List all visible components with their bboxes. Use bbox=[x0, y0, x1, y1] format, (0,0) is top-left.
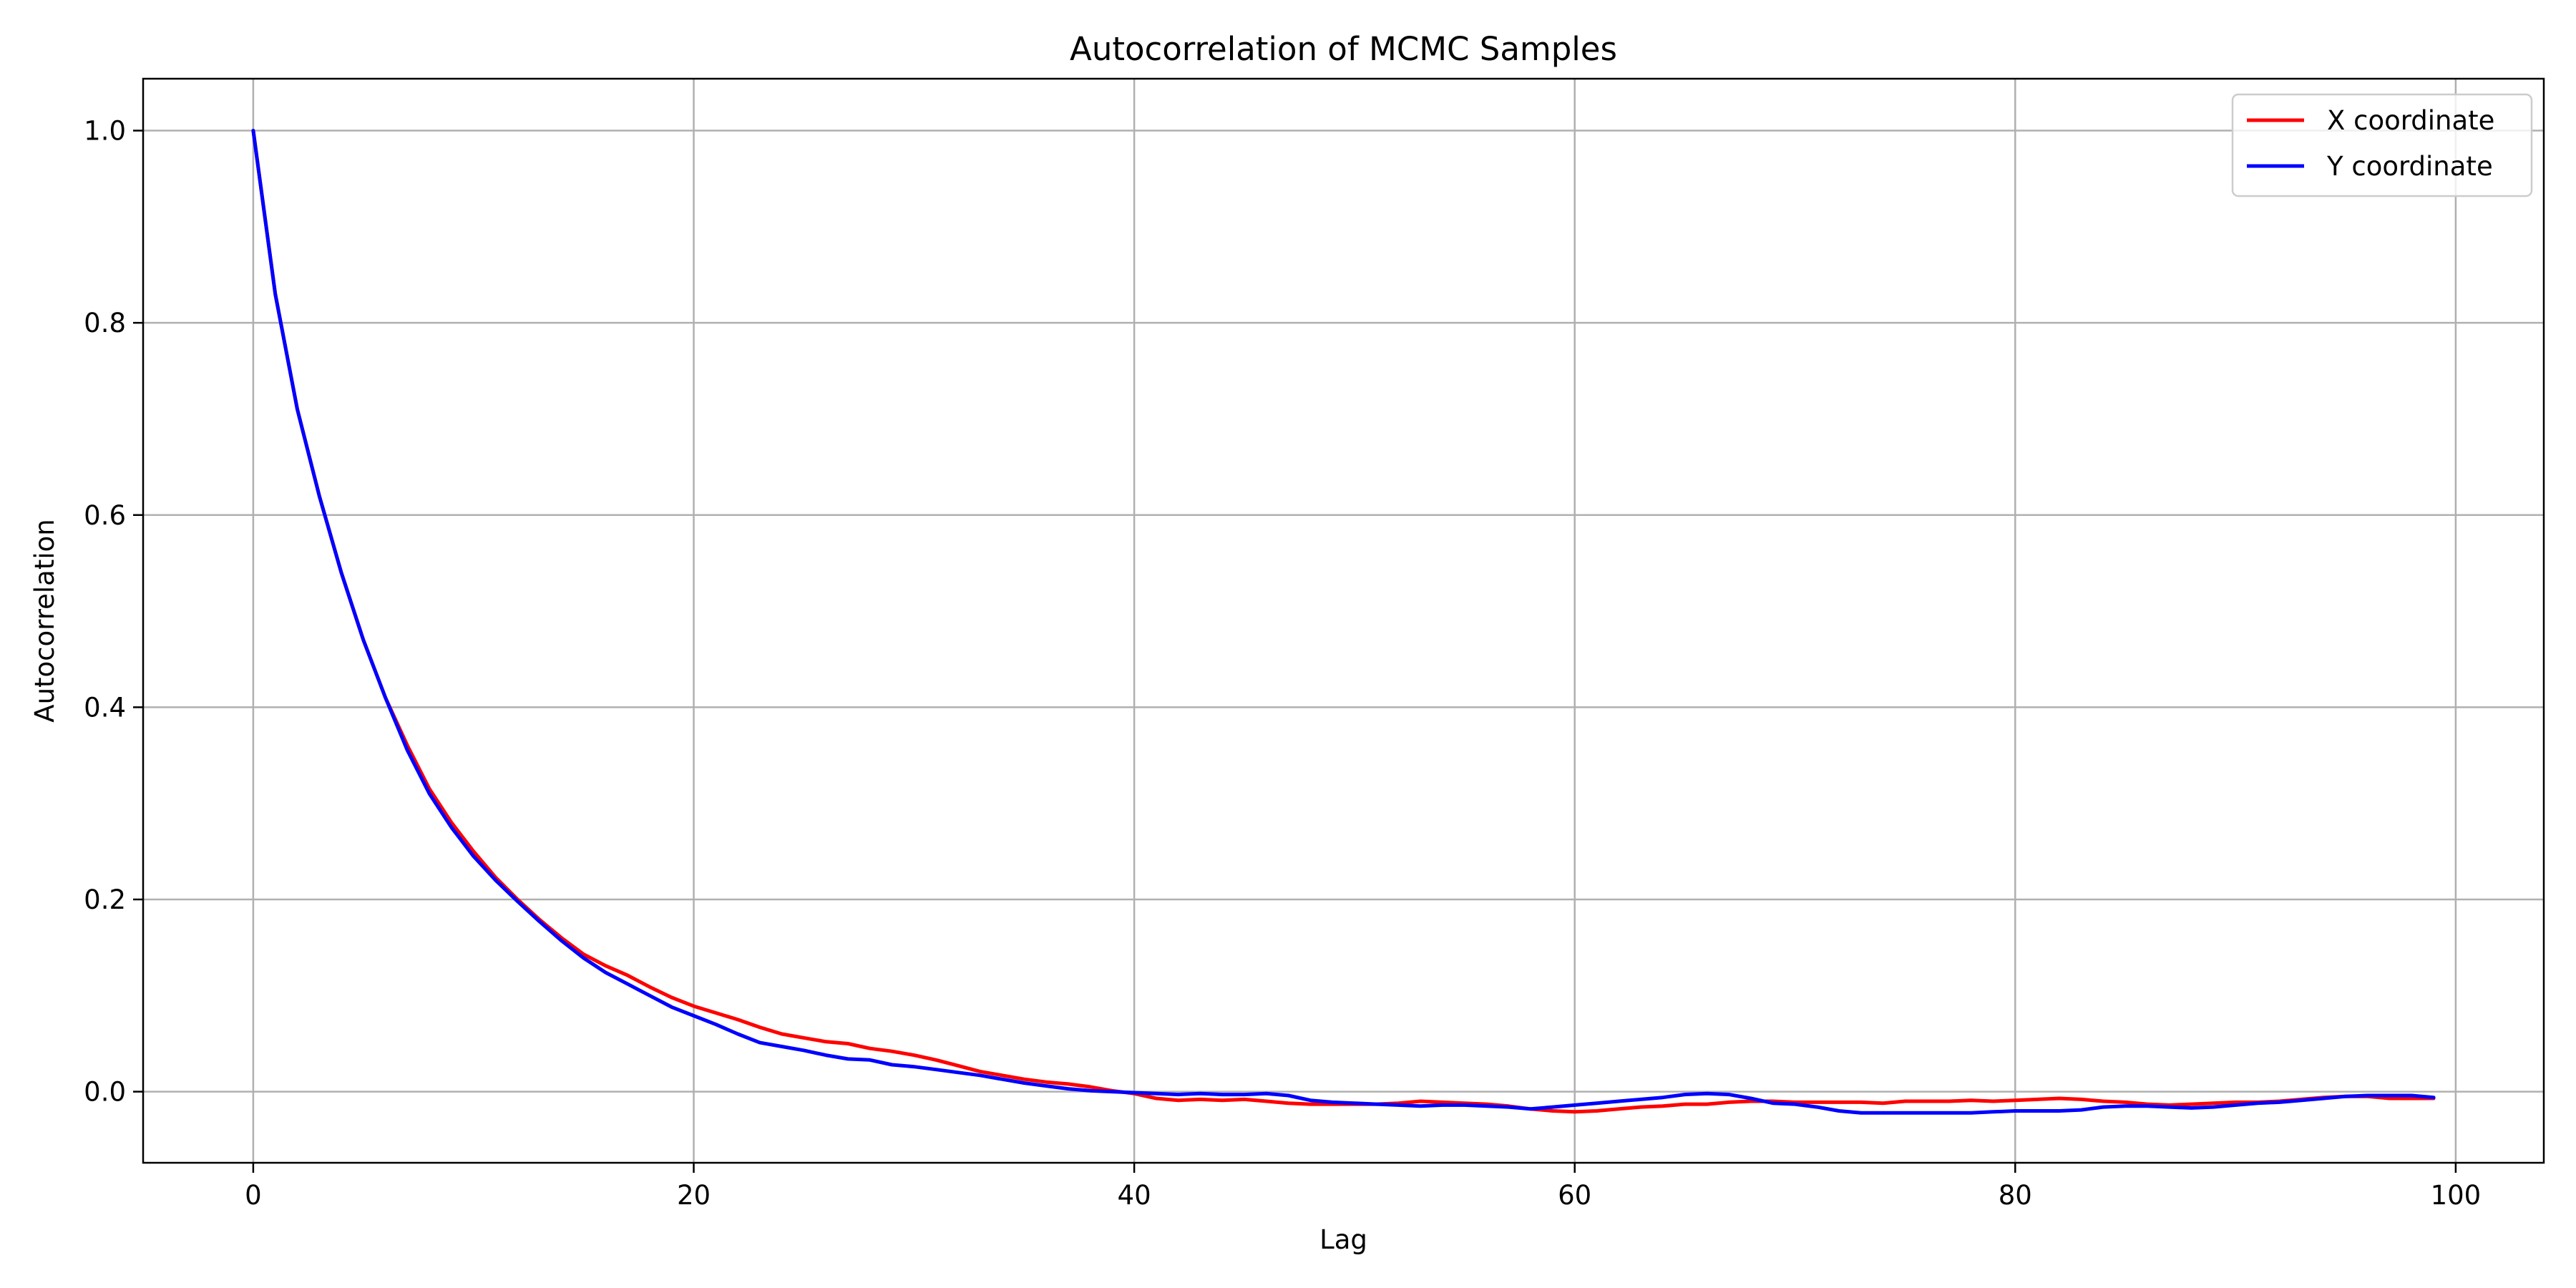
y-tick-label: 0.8 bbox=[84, 308, 126, 338]
chart-title: Autocorrelation of MCMC Samples bbox=[1070, 30, 1617, 68]
x-tick-label: 80 bbox=[1999, 1180, 2032, 1211]
legend: X coordinate Y coordinate bbox=[2231, 93, 2533, 197]
x-tick-label: 0 bbox=[245, 1180, 262, 1211]
y-tick-label: 0.4 bbox=[84, 692, 126, 723]
legend-entry-label: Y coordinate bbox=[2326, 151, 2493, 182]
y-tick-label: 0.2 bbox=[84, 884, 126, 915]
legend-box bbox=[2231, 93, 2533, 197]
plot-frame bbox=[142, 77, 2545, 1164]
grid-lines bbox=[143, 79, 2544, 1163]
series-line-y-coordinate bbox=[251, 129, 2436, 1115]
x-axis-label: Lag bbox=[1319, 1224, 1367, 1255]
y-tick-label: 0.0 bbox=[84, 1077, 126, 1108]
x-tick-label: 100 bbox=[2431, 1180, 2482, 1211]
y-axis-label: Autocorrelation bbox=[29, 519, 60, 722]
x-tick-label: 40 bbox=[1118, 1180, 1151, 1211]
x-tick-label: 60 bbox=[1558, 1180, 1591, 1211]
axis-ticks: 0 20 40 60 80 100 0.0 0.2 0.4 0.6 0.8 1.0 bbox=[84, 116, 2481, 1211]
y-tick-label: 0.6 bbox=[84, 500, 126, 531]
series-layer bbox=[251, 129, 2436, 1115]
y-tick-label: 1.0 bbox=[84, 116, 126, 147]
x-tick-label: 20 bbox=[677, 1180, 711, 1211]
legend-entry-label: X coordinate bbox=[2327, 105, 2494, 136]
